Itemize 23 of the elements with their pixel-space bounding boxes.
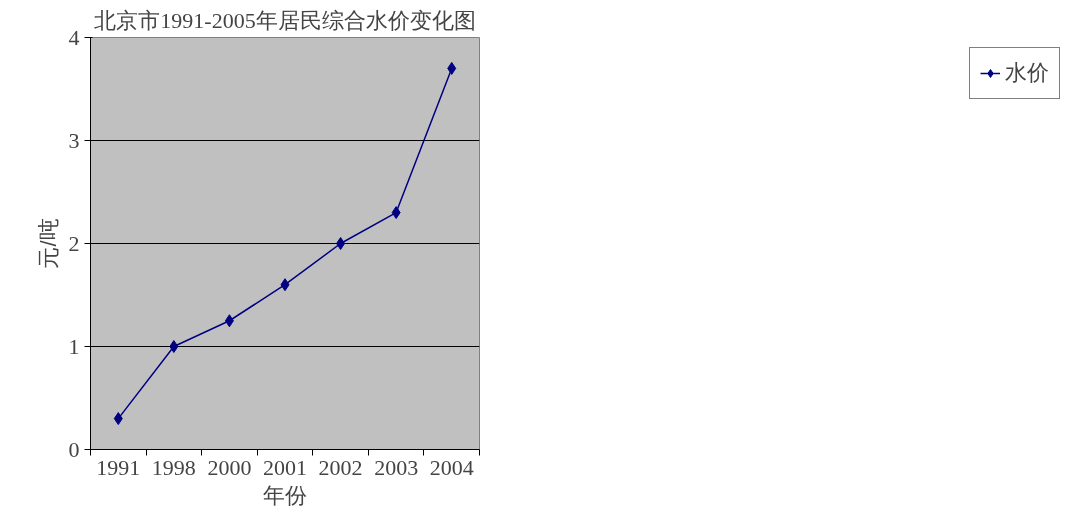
x-tick-label: 1998 [151,454,196,480]
y-tick-label: 1 [68,333,80,359]
chart-title: 北京市1991-2005年居民综合水价变化图 [94,7,476,33]
y-tick-label: 0 [68,436,80,462]
point [169,340,179,353]
x-tick-label: 2001 [263,454,307,480]
point [336,237,346,250]
y-tick-label: 4 [68,24,80,50]
legend-label: 水价 [1005,59,1049,87]
x-tick-label: 2002 [318,454,363,480]
point [113,412,123,426]
point [391,206,401,220]
x-tick-label: 2000 [207,454,252,480]
point [447,61,457,75]
x-tick-label: 2003 [374,454,419,480]
y-tick-label: 2 [68,230,80,256]
point [224,314,234,328]
point [280,278,290,292]
x-axis-title: 年份 [263,482,307,508]
y-axis-title: 元/吨 [35,218,61,269]
x-tick-label: 2004 [429,454,474,480]
x-tick-label: 1991 [96,454,141,480]
y-tick-label: 3 [68,127,80,153]
